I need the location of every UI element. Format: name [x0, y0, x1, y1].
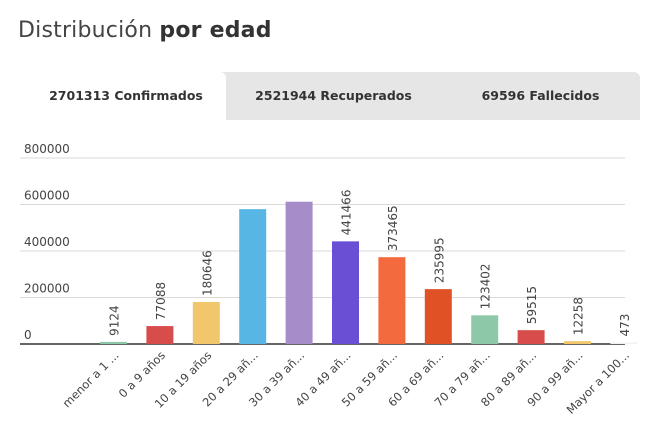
y-tick-label: 600000 [24, 189, 70, 203]
x-tick-label: menor a 1 ... [60, 348, 122, 410]
bar [610, 342, 638, 344]
data-label: 235995 [432, 237, 446, 283]
tab-recuperados[interactable]: 2521944 Recuperados [255, 88, 412, 103]
chart-svg: 0 200000 400000 600000 800000 9124 menor a 1 .… [20, 142, 638, 417]
data-label: 9124 [108, 305, 122, 336]
data-label: 441466 [340, 190, 354, 236]
bar [146, 326, 174, 344]
bar [285, 201, 313, 344]
bar [564, 341, 591, 344]
bar [192, 301, 220, 344]
data-label: 77088 [154, 282, 168, 320]
chart-title: Distribución por edad [18, 18, 272, 43]
tab-bar: 2701313 Confirmados 2521944 Recuperados … [26, 72, 640, 120]
bar [471, 315, 499, 344]
data-label: 12258 [572, 297, 586, 335]
bar [517, 330, 545, 344]
y-tick-label: 400000 [24, 235, 70, 249]
data-label: 473 [618, 314, 632, 337]
bar [239, 209, 267, 344]
tab-confirmados[interactable]: 2701313 Confirmados [26, 72, 226, 120]
bar [332, 241, 359, 344]
bar [378, 257, 406, 344]
y-tick-label: 800000 [24, 142, 70, 156]
data-label: 180646 [200, 250, 214, 296]
age-distribution-chart: 0 200000 400000 600000 800000 9124 menor a 1 .… [0, 130, 649, 433]
bar [100, 341, 127, 344]
title-normal: Distribución [18, 18, 160, 43]
tab-fallecidos[interactable]: 69596 Fallecidos [481, 88, 600, 103]
data-label: 59515 [525, 286, 539, 324]
y-tick-label: 200000 [24, 282, 70, 296]
y-tick-label: 0 [24, 328, 32, 342]
bar [424, 289, 452, 344]
title-bold: por edad [159, 18, 272, 43]
data-label: 373465 [386, 205, 400, 251]
data-label: 123402 [479, 263, 493, 309]
